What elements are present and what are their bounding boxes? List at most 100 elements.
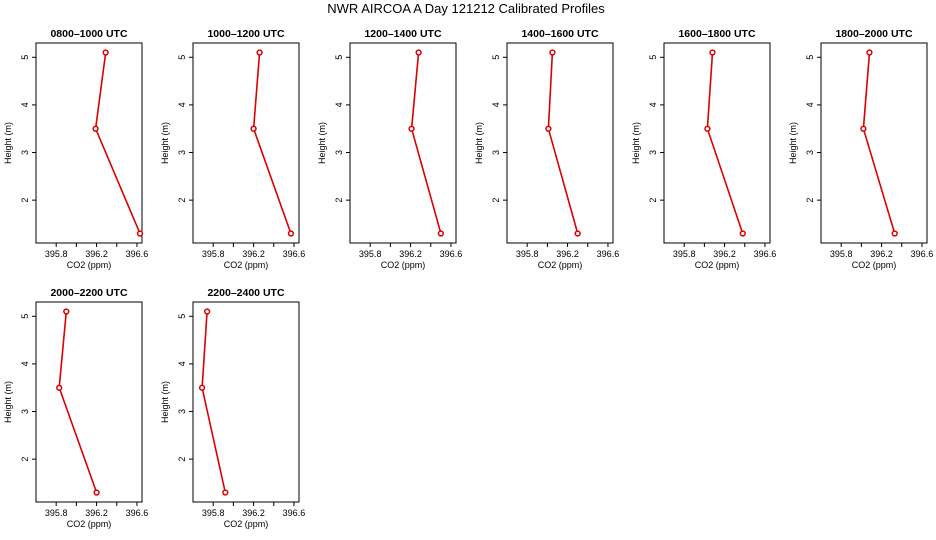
x-tick-label: 396.6	[283, 249, 306, 259]
profile-line	[706, 52, 744, 234]
profile-point	[709, 49, 716, 56]
y-tick-label: 2	[20, 457, 30, 462]
y-tick-label: 5	[648, 55, 658, 60]
x-tick-label: 395.8	[359, 249, 382, 259]
y-tick-label: 2	[20, 198, 30, 203]
plot-frame	[349, 42, 457, 244]
profile-line	[94, 52, 141, 234]
y-tick-label: 2	[177, 457, 187, 462]
x-tick-label: 396.2	[242, 249, 265, 259]
profile-point	[222, 489, 229, 496]
x-tick-label: 396.6	[126, 249, 149, 259]
profile-panel: 1200–1400 UTC 395.8 396.2 396.6 2 3 4 5 CO2 (ppm…	[317, 28, 462, 270]
y-axis-title: Height (m)	[317, 122, 327, 164]
profile-line	[410, 52, 442, 234]
profile-point	[739, 230, 746, 237]
profile-line	[252, 52, 292, 234]
profile-point	[866, 49, 873, 56]
x-tick-label: 396.6	[754, 249, 777, 259]
profile-point	[93, 489, 100, 496]
x-axis-title: CO2 (ppm)	[67, 260, 112, 270]
profile-line	[547, 52, 579, 234]
profile-point	[198, 384, 206, 391]
y-axis-title: Height (m)	[631, 122, 641, 164]
profile-panel: 1800–2000 UTC 395.8 396.2 396.6 2 3 4 5 CO2 (ppm…	[788, 28, 933, 270]
profile-point	[92, 125, 99, 132]
x-tick-label: 395.8	[202, 508, 225, 518]
y-tick-label: 2	[648, 198, 658, 203]
x-tick-label: 395.8	[516, 249, 539, 259]
y-tick-label: 3	[177, 150, 187, 155]
y-tick-label: 5	[177, 55, 187, 60]
profile-point	[63, 308, 70, 315]
plot-frame	[506, 42, 614, 244]
panels-grid: 0800–1000 UTC 395.8 396.2 396.6 2 3 4 5 CO2 (ppm…	[3, 28, 933, 529]
plot-frame	[192, 42, 300, 244]
profile-line	[58, 311, 98, 493]
profile-point	[287, 230, 295, 237]
panel-title: 0800–1000 UTC	[50, 28, 127, 40]
profile-panel: 2000–2200 UTC 395.8 396.2 396.6 2 3 4 5 CO2 (ppm…	[3, 287, 148, 529]
x-tick-label: 395.8	[830, 249, 853, 259]
panel-title: 1800–2000 UTC	[835, 28, 912, 40]
y-tick-label: 4	[20, 361, 30, 366]
plot-frame	[820, 42, 928, 244]
x-tick-label: 395.8	[202, 249, 225, 259]
profile-panel: 2200–2400 UTC 395.8 396.2 396.6 2 3 4 5 CO2 (ppm…	[160, 287, 305, 529]
y-tick-label: 4	[177, 361, 187, 366]
profile-point	[860, 125, 867, 132]
y-axis-title: Height (m)	[3, 381, 13, 423]
profile-panel: 1000–1200 UTC 395.8 396.2 396.6 2 3 4 5 CO2 (ppm…	[160, 28, 305, 270]
y-tick-label: 5	[805, 55, 815, 60]
y-tick-label: 2	[334, 198, 344, 203]
plot-frame	[35, 42, 143, 244]
panel-title: 1200–1400 UTC	[364, 28, 441, 40]
y-tick-label: 3	[805, 150, 815, 155]
x-tick-label: 396.6	[911, 249, 934, 259]
profile-point	[56, 384, 63, 391]
y-axis-title: Height (m)	[3, 122, 13, 164]
profile-panel: 1400–1600 UTC 395.8 396.2 396.6 2 3 4 5 CO2 (ppm…	[474, 28, 619, 270]
profile-point	[415, 49, 422, 56]
y-tick-label: 3	[177, 409, 187, 414]
x-axis-title: CO2 (ppm)	[224, 260, 269, 270]
x-tick-label: 395.8	[45, 249, 68, 259]
y-tick-label: 3	[20, 409, 30, 414]
x-tick-label: 396.2	[85, 249, 108, 259]
profile-point	[545, 125, 552, 132]
y-axis-title: Height (m)	[160, 122, 170, 164]
x-tick-label: 396.2	[556, 249, 579, 259]
x-axis-title: CO2 (ppm)	[224, 519, 269, 529]
profile-point	[574, 230, 581, 237]
x-axis-title: CO2 (ppm)	[538, 260, 583, 270]
x-tick-label: 396.2	[713, 249, 736, 259]
profile-line	[201, 311, 227, 493]
x-tick-label: 396.2	[399, 249, 422, 259]
y-tick-label: 3	[20, 150, 30, 155]
panel-title: 1600–1800 UTC	[678, 28, 755, 40]
profile-point	[891, 230, 898, 237]
y-axis-title: Height (m)	[160, 381, 170, 423]
x-axis-title: CO2 (ppm)	[695, 260, 740, 270]
y-tick-label: 2	[177, 198, 187, 203]
plot-frame	[192, 301, 300, 503]
x-axis-title: CO2 (ppm)	[381, 260, 426, 270]
profile-panel: 0800–1000 UTC 395.8 396.2 396.6 2 3 4 5 CO2 (ppm…	[3, 28, 148, 270]
y-tick-label: 5	[20, 55, 30, 60]
x-axis-title: CO2 (ppm)	[852, 260, 897, 270]
y-tick-label: 2	[491, 198, 501, 203]
x-tick-label: 396.6	[440, 249, 463, 259]
profile-point	[250, 125, 257, 132]
y-tick-label: 3	[648, 150, 658, 155]
y-tick-label: 3	[334, 150, 344, 155]
profile-point	[203, 308, 211, 315]
y-tick-label: 4	[491, 102, 501, 107]
profile-point	[437, 230, 445, 237]
x-tick-label: 396.2	[870, 249, 893, 259]
profile-point	[256, 49, 263, 56]
x-tick-label: 396.6	[597, 249, 620, 259]
y-tick-label: 5	[491, 55, 501, 60]
y-tick-label: 5	[334, 55, 344, 60]
profile-point	[549, 49, 556, 56]
